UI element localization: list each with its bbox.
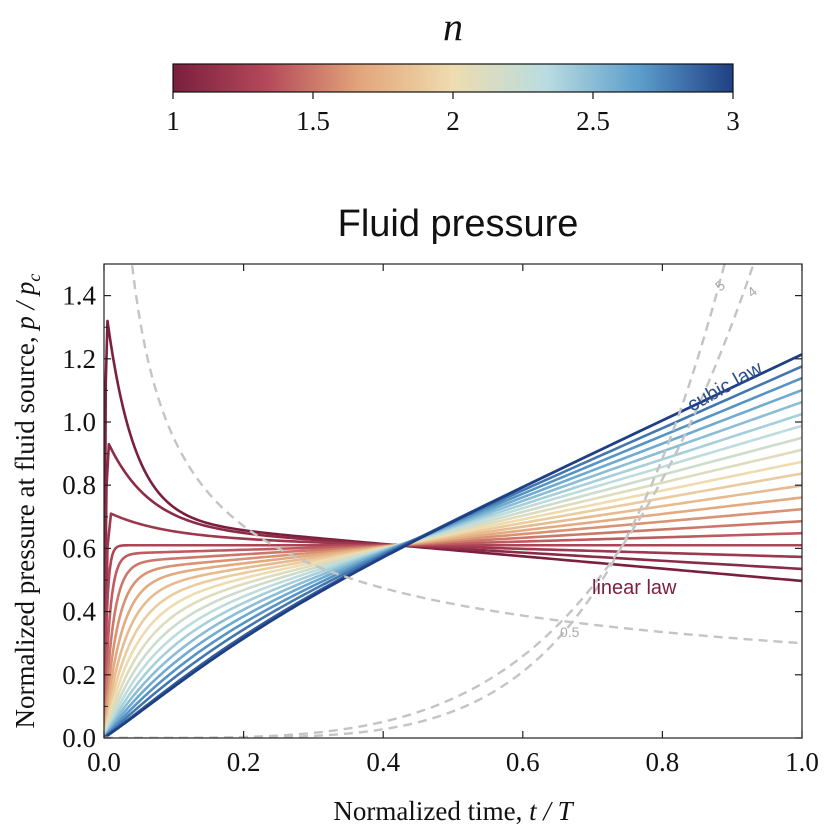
y-tick-label: 0.4: [62, 597, 96, 627]
colorbar-tick-label: 1.5: [296, 106, 330, 136]
colorbar: n 1 1.5 2 2.5 3: [166, 4, 740, 136]
curve-family: [104, 319, 802, 738]
curve-n-2.0: [104, 460, 802, 738]
chart-title: Fluid pressure: [338, 203, 579, 245]
curve-n-2.7: [104, 376, 802, 738]
curve-n-1.3: [104, 543, 802, 738]
colorbar-tick-label: 2.5: [576, 106, 610, 136]
y-tick-label: 1.4: [62, 281, 96, 311]
curve-n-1.9: [104, 472, 802, 738]
curve-n-2.5: [104, 400, 802, 738]
colorbar-ticks: 1 1.5 2 2.5 3: [166, 92, 740, 136]
x-tick-label: 0.8: [646, 747, 680, 777]
colorbar-tick-label: 3: [726, 106, 740, 136]
curve-n-1.6: [104, 507, 802, 738]
x-tick-label: 0.2: [227, 747, 261, 777]
curve-n-1.8: [104, 484, 802, 738]
y-axis-label-sub: c: [24, 274, 44, 282]
curve-n-1.0: [104, 319, 802, 738]
annotation-linear-law: linear law: [592, 577, 677, 599]
curve-n-2.4: [104, 412, 802, 738]
ref-label-4: 4: [744, 283, 760, 301]
reference-curve-5: [104, 264, 726, 738]
curve-n-2.3: [104, 424, 802, 738]
curve-n-1.2: [104, 512, 802, 738]
y-tick-label: 0.6: [62, 533, 96, 563]
y-tick-label: 1.2: [62, 344, 96, 374]
colorbar-tick-label: 1: [166, 106, 180, 136]
curve-n-3.0: [104, 353, 802, 738]
curve-n-1.1: [104, 442, 802, 738]
x-axis-ticks: 0.0 0.2 0.4 0.6 0.8 1.0: [87, 264, 819, 777]
plot-area: 0.0 0.2 0.4 0.6 0.8 1.0 0.0 0.2 0.4 0.6 0.8 1.0 1.2…: [62, 263, 819, 777]
colorbar-gradient: [172, 63, 734, 93]
x-axis-label-var: t / T: [529, 796, 575, 826]
y-axis-label-var: p / p: [10, 282, 40, 332]
curve-n-2.8: [104, 365, 802, 738]
plot-frame: [103, 263, 803, 739]
y-axis-ticks: 0.0 0.2 0.4 0.6 0.8 1.0 1.2 1.4: [62, 281, 802, 753]
curve-n-2.1: [104, 448, 802, 738]
y-tick-label: 1.0: [62, 407, 96, 437]
x-axis-label-text: Normalized time,: [333, 796, 529, 826]
y-axis-label-text: Normalized pressure at fluid source,: [10, 330, 40, 729]
y-tick-label: 0.2: [62, 660, 96, 690]
x-tick-label: 0.6: [506, 747, 540, 777]
y-tick-label: 0.8: [62, 470, 96, 500]
x-axis-label: Normalized time, t / T: [333, 796, 574, 826]
curve-n-1.5: [104, 519, 802, 738]
curve-n-2.2: [104, 436, 802, 738]
colorbar-label: n: [443, 4, 463, 49]
reference-curve-0.5: [130, 264, 802, 645]
curve-n-1.7: [104, 496, 802, 738]
colorbar-tick-label: 2: [446, 106, 460, 136]
x-tick-label: 0.0: [87, 747, 121, 777]
ref-label-0.5: 0.5: [560, 624, 580, 640]
x-tick-label: 1.0: [785, 747, 819, 777]
y-tick-label: 0.0: [62, 723, 96, 753]
x-tick-label: 0.4: [366, 747, 400, 777]
y-axis-label: Normalized pressure at fluid source, p /…: [10, 274, 44, 729]
ref-label-5: 5: [712, 277, 728, 295]
